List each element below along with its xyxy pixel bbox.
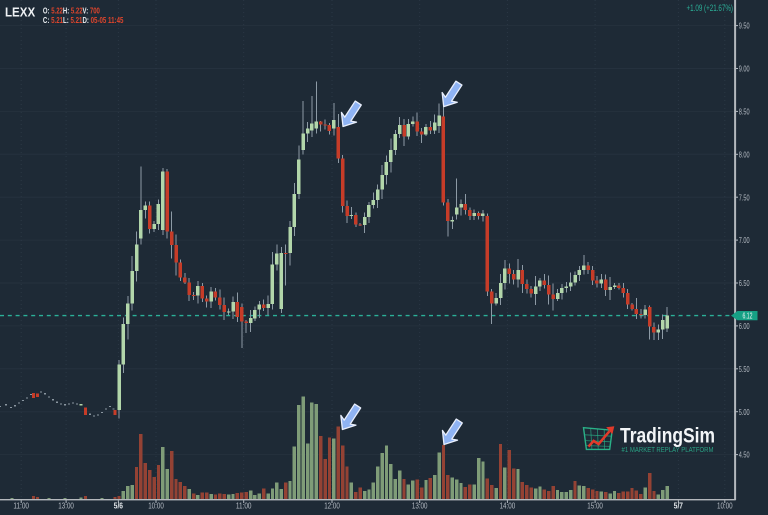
- svg-text:LEXX: LEXX: [5, 5, 35, 20]
- svg-text:11:00: 11:00: [13, 501, 29, 511]
- svg-text:#1 MARKET REPLAY PLATFORM: #1 MARKET REPLAY PLATFORM: [622, 445, 714, 454]
- svg-text:6.50: 6.50: [739, 278, 750, 288]
- svg-text:9.50: 9.50: [739, 21, 750, 31]
- svg-text:5/6: 5/6: [114, 501, 123, 511]
- svg-text:5.50: 5.50: [739, 364, 750, 374]
- svg-text:O: 5.22H: 5.22V: 700: O: 5.22H: 5.22V: 700: [43, 7, 100, 16]
- svg-text:6.12: 6.12: [743, 312, 753, 321]
- svg-text:+1.09 (+21.67%): +1.09 (+21.67%): [687, 3, 734, 13]
- svg-text:5.00: 5.00: [739, 407, 750, 417]
- svg-text:C: 5.21L: 5.21D: 05-05 11:45: C: 5.21L: 5.21D: 05-05 11:45: [43, 16, 124, 25]
- svg-text:5/7: 5/7: [674, 501, 683, 511]
- svg-text:13:00: 13:00: [58, 501, 74, 511]
- svg-text:10:00: 10:00: [148, 501, 164, 511]
- svg-text:13:00: 13:00: [412, 501, 428, 511]
- svg-text:14:00: 14:00: [500, 501, 516, 511]
- svg-text:12:00: 12:00: [324, 501, 340, 511]
- svg-text:8.00: 8.00: [739, 149, 750, 159]
- svg-text:15:00: 15:00: [587, 501, 603, 511]
- svg-text:6.00: 6.00: [739, 321, 750, 331]
- svg-text:11:00: 11:00: [236, 501, 252, 511]
- svg-text:7.50: 7.50: [739, 192, 750, 202]
- svg-text:8.50: 8.50: [739, 107, 750, 117]
- svg-text:4.50: 4.50: [739, 450, 750, 460]
- svg-text:7.00: 7.00: [739, 235, 750, 245]
- svg-text:9.00: 9.00: [739, 64, 750, 74]
- svg-text:10:00: 10:00: [717, 501, 733, 511]
- svg-text:TradingSim: TradingSim: [620, 423, 715, 447]
